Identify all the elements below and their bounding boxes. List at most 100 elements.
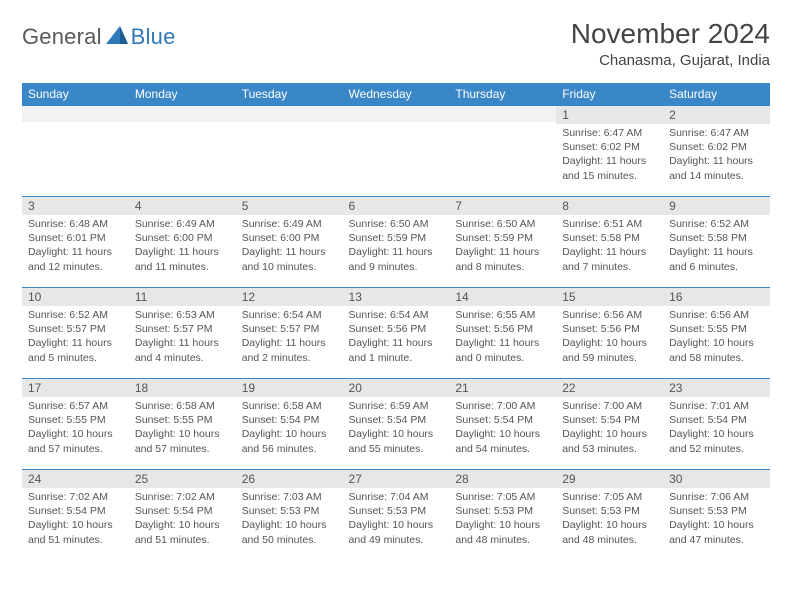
day-header: Sunday xyxy=(22,83,129,105)
day-number: 23 xyxy=(663,378,770,397)
calendar-cell: 23Sunrise: 7:01 AMSunset: 5:54 PMDayligh… xyxy=(663,378,770,469)
calendar-cell: 28Sunrise: 7:05 AMSunset: 5:53 PMDayligh… xyxy=(449,469,556,560)
day-number: 5 xyxy=(236,196,343,215)
day-number: 11 xyxy=(129,287,236,306)
day-number: 14 xyxy=(449,287,556,306)
day-body: Sunrise: 6:56 AMSunset: 5:56 PMDaylight:… xyxy=(556,306,663,378)
calendar-cell: 12Sunrise: 6:54 AMSunset: 5:57 PMDayligh… xyxy=(236,287,343,378)
day-body: Sunrise: 6:50 AMSunset: 5:59 PMDaylight:… xyxy=(343,215,450,287)
day-number: 6 xyxy=(343,196,450,215)
day-body: Sunrise: 7:02 AMSunset: 5:54 PMDaylight:… xyxy=(22,488,129,560)
calendar-cell: 11Sunrise: 6:53 AMSunset: 5:57 PMDayligh… xyxy=(129,287,236,378)
logo-text-general: General xyxy=(22,24,102,50)
day-number: 25 xyxy=(129,469,236,488)
day-number xyxy=(449,105,556,122)
calendar-cell: 22Sunrise: 7:00 AMSunset: 5:54 PMDayligh… xyxy=(556,378,663,469)
day-body: Sunrise: 6:51 AMSunset: 5:58 PMDaylight:… xyxy=(556,215,663,287)
day-number: 29 xyxy=(556,469,663,488)
day-body: Sunrise: 6:54 AMSunset: 5:56 PMDaylight:… xyxy=(343,306,450,378)
logo-text-blue: Blue xyxy=(131,24,176,50)
day-body: Sunrise: 6:52 AMSunset: 5:58 PMDaylight:… xyxy=(663,215,770,287)
day-body: Sunrise: 7:05 AMSunset: 5:53 PMDaylight:… xyxy=(449,488,556,560)
calendar-cell: 3Sunrise: 6:48 AMSunset: 6:01 PMDaylight… xyxy=(22,196,129,287)
day-body: Sunrise: 6:57 AMSunset: 5:55 PMDaylight:… xyxy=(22,397,129,469)
day-body: Sunrise: 7:00 AMSunset: 5:54 PMDaylight:… xyxy=(449,397,556,469)
day-number: 12 xyxy=(236,287,343,306)
day-body xyxy=(236,122,343,196)
day-number: 20 xyxy=(343,378,450,397)
calendar-cell: 5Sunrise: 6:49 AMSunset: 6:00 PMDaylight… xyxy=(236,196,343,287)
day-number: 9 xyxy=(663,196,770,215)
day-body: Sunrise: 6:47 AMSunset: 6:02 PMDaylight:… xyxy=(556,124,663,196)
day-body: Sunrise: 7:02 AMSunset: 5:54 PMDaylight:… xyxy=(129,488,236,560)
calendar-week-row: 24Sunrise: 7:02 AMSunset: 5:54 PMDayligh… xyxy=(22,469,770,560)
calendar-cell: 24Sunrise: 7:02 AMSunset: 5:54 PMDayligh… xyxy=(22,469,129,560)
day-body xyxy=(449,122,556,196)
calendar-week-row: 3Sunrise: 6:48 AMSunset: 6:01 PMDaylight… xyxy=(22,196,770,287)
day-body: Sunrise: 6:50 AMSunset: 5:59 PMDaylight:… xyxy=(449,215,556,287)
calendar-table: SundayMondayTuesdayWednesdayThursdayFrid… xyxy=(22,83,770,560)
day-body xyxy=(22,122,129,196)
calendar-cell xyxy=(236,105,343,196)
logo-triangle-icon xyxy=(106,26,128,49)
day-header: Wednesday xyxy=(343,83,450,105)
location-label: Chanasma, Gujarat, India xyxy=(571,52,770,69)
day-body: Sunrise: 7:04 AMSunset: 5:53 PMDaylight:… xyxy=(343,488,450,560)
day-body: Sunrise: 6:48 AMSunset: 6:01 PMDaylight:… xyxy=(22,215,129,287)
day-number: 3 xyxy=(22,196,129,215)
calendar-cell: 1Sunrise: 6:47 AMSunset: 6:02 PMDaylight… xyxy=(556,105,663,196)
header-bar: General Blue November 2024 Chanasma, Guj… xyxy=(22,18,770,69)
calendar-cell: 2Sunrise: 6:47 AMSunset: 6:02 PMDaylight… xyxy=(663,105,770,196)
day-number: 22 xyxy=(556,378,663,397)
calendar-cell xyxy=(22,105,129,196)
day-header: Saturday xyxy=(663,83,770,105)
calendar-week-row: 10Sunrise: 6:52 AMSunset: 5:57 PMDayligh… xyxy=(22,287,770,378)
day-number xyxy=(22,105,129,122)
calendar-cell: 15Sunrise: 6:56 AMSunset: 5:56 PMDayligh… xyxy=(556,287,663,378)
calendar-cell: 8Sunrise: 6:51 AMSunset: 5:58 PMDaylight… xyxy=(556,196,663,287)
day-number: 15 xyxy=(556,287,663,306)
day-number: 28 xyxy=(449,469,556,488)
day-body: Sunrise: 6:58 AMSunset: 5:54 PMDaylight:… xyxy=(236,397,343,469)
calendar-body: 1Sunrise: 6:47 AMSunset: 6:02 PMDaylight… xyxy=(22,105,770,560)
calendar-cell xyxy=(129,105,236,196)
calendar-cell: 30Sunrise: 7:06 AMSunset: 5:53 PMDayligh… xyxy=(663,469,770,560)
day-body: Sunrise: 7:01 AMSunset: 5:54 PMDaylight:… xyxy=(663,397,770,469)
day-number: 7 xyxy=(449,196,556,215)
day-body xyxy=(129,122,236,196)
calendar-cell: 6Sunrise: 6:50 AMSunset: 5:59 PMDaylight… xyxy=(343,196,450,287)
calendar-cell: 18Sunrise: 6:58 AMSunset: 5:55 PMDayligh… xyxy=(129,378,236,469)
day-number: 1 xyxy=(556,105,663,124)
day-body xyxy=(343,122,450,196)
calendar-cell: 14Sunrise: 6:55 AMSunset: 5:56 PMDayligh… xyxy=(449,287,556,378)
day-header: Monday xyxy=(129,83,236,105)
calendar-week-row: 17Sunrise: 6:57 AMSunset: 5:55 PMDayligh… xyxy=(22,378,770,469)
calendar-cell: 26Sunrise: 7:03 AMSunset: 5:53 PMDayligh… xyxy=(236,469,343,560)
day-header: Friday xyxy=(556,83,663,105)
calendar-cell: 19Sunrise: 6:58 AMSunset: 5:54 PMDayligh… xyxy=(236,378,343,469)
calendar-cell: 9Sunrise: 6:52 AMSunset: 5:58 PMDaylight… xyxy=(663,196,770,287)
day-number: 4 xyxy=(129,196,236,215)
day-number: 30 xyxy=(663,469,770,488)
calendar-cell xyxy=(343,105,450,196)
calendar-cell: 13Sunrise: 6:54 AMSunset: 5:56 PMDayligh… xyxy=(343,287,450,378)
day-number: 18 xyxy=(129,378,236,397)
day-body: Sunrise: 7:06 AMSunset: 5:53 PMDaylight:… xyxy=(663,488,770,560)
day-number: 16 xyxy=(663,287,770,306)
day-number: 13 xyxy=(343,287,450,306)
day-number xyxy=(129,105,236,122)
month-title: November 2024 xyxy=(571,18,770,50)
day-body: Sunrise: 7:00 AMSunset: 5:54 PMDaylight:… xyxy=(556,397,663,469)
day-number: 17 xyxy=(22,378,129,397)
day-body: Sunrise: 6:58 AMSunset: 5:55 PMDaylight:… xyxy=(129,397,236,469)
calendar-cell: 20Sunrise: 6:59 AMSunset: 5:54 PMDayligh… xyxy=(343,378,450,469)
day-body: Sunrise: 6:54 AMSunset: 5:57 PMDaylight:… xyxy=(236,306,343,378)
day-number: 26 xyxy=(236,469,343,488)
calendar-cell: 17Sunrise: 6:57 AMSunset: 5:55 PMDayligh… xyxy=(22,378,129,469)
day-header: Thursday xyxy=(449,83,556,105)
calendar-cell: 25Sunrise: 7:02 AMSunset: 5:54 PMDayligh… xyxy=(129,469,236,560)
day-body: Sunrise: 6:49 AMSunset: 6:00 PMDaylight:… xyxy=(129,215,236,287)
day-header: Tuesday xyxy=(236,83,343,105)
day-body: Sunrise: 6:59 AMSunset: 5:54 PMDaylight:… xyxy=(343,397,450,469)
day-body: Sunrise: 6:55 AMSunset: 5:56 PMDaylight:… xyxy=(449,306,556,378)
